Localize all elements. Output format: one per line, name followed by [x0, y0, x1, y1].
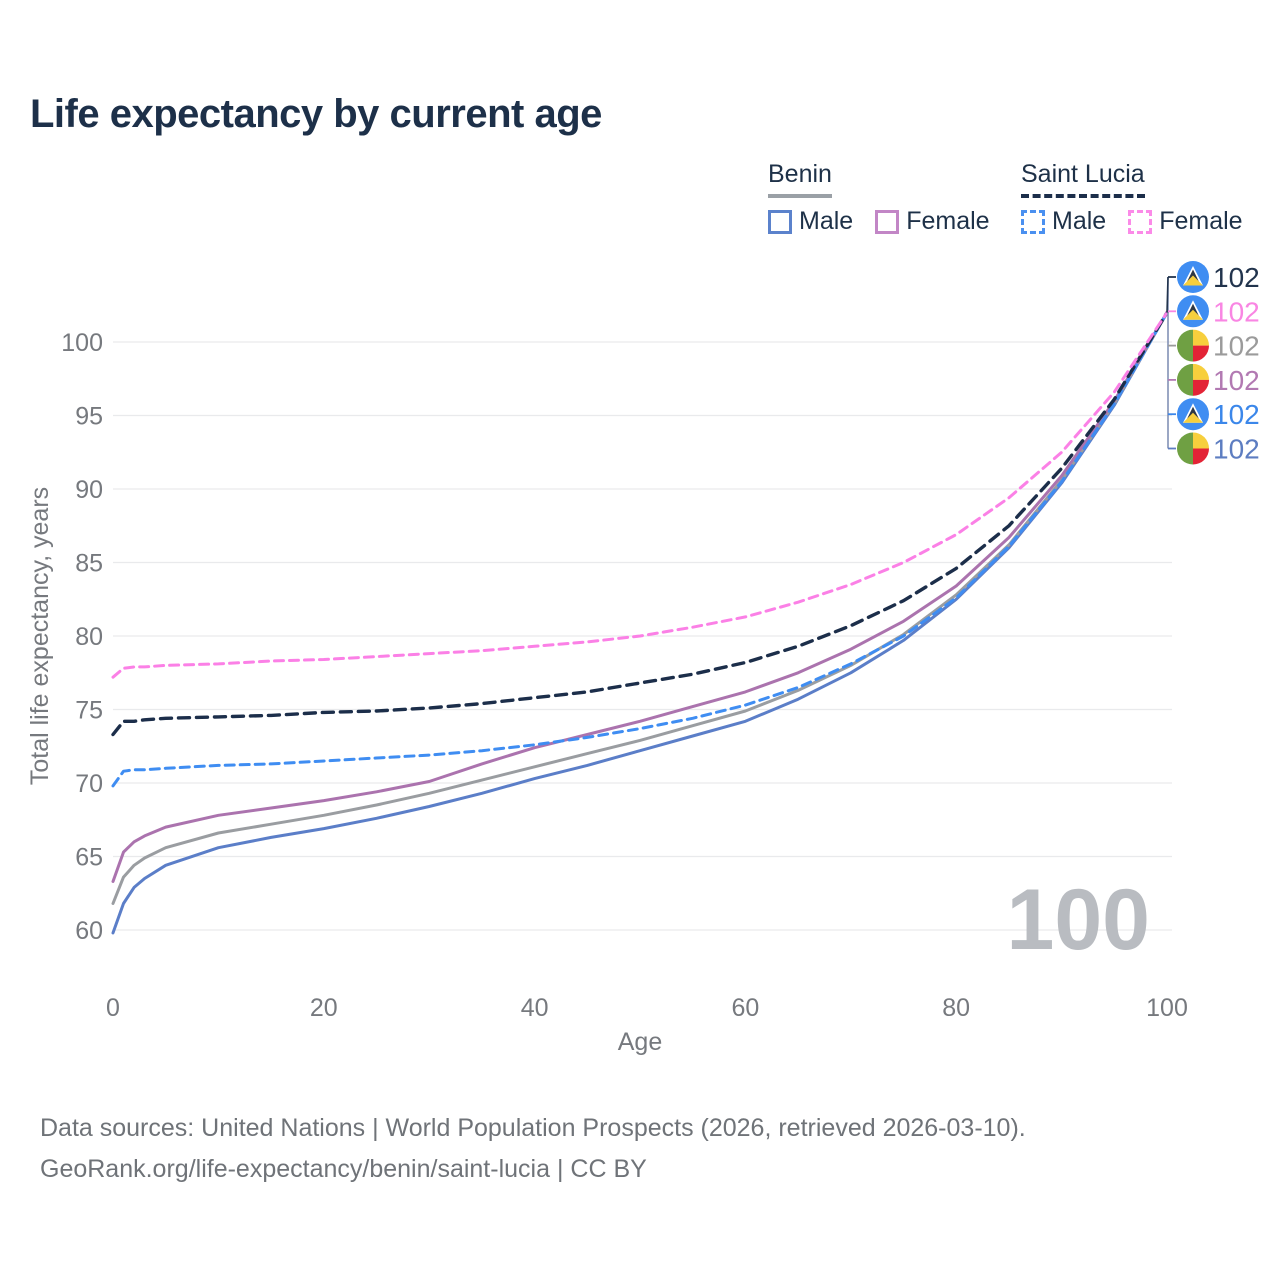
- benin-flag-icon: [1177, 330, 1209, 362]
- page-title: Life expectancy by current age: [30, 92, 602, 136]
- x-tick-label-20: 20: [310, 994, 338, 1022]
- end-label-value-sl_female: 102: [1213, 296, 1260, 327]
- legend-item-benin-male[interactable]: Male: [768, 207, 853, 236]
- legend-group-benin: Benin Male Female: [768, 160, 1012, 236]
- legend-item-benin-female[interactable]: Female: [875, 207, 990, 236]
- legend-item-saint-lucia-female[interactable]: Female: [1128, 207, 1243, 236]
- saint-lucia-male-swatch-icon: [1021, 209, 1045, 234]
- saint-lucia-flag-icon: [1177, 295, 1209, 328]
- x-tick-label-0: 0: [106, 994, 120, 1022]
- data-sources-footer: Data sources: United Nations | World Pop…: [40, 1108, 1026, 1190]
- footer-line-2: GeoRank.org/life-expectancy/benin/saint-…: [40, 1155, 647, 1183]
- legend-item-label: Male: [799, 207, 854, 235]
- legend-item-saint-lucia-male[interactable]: Male: [1021, 207, 1106, 236]
- end-label-bracket-top: [1166, 276, 1169, 313]
- legend-country-benin[interactable]: Benin: [768, 160, 832, 198]
- y-tick-label-75: 75: [75, 697, 103, 725]
- x-tick-label-100: 100: [1146, 994, 1188, 1022]
- y-tick-label-70: 70: [75, 770, 103, 798]
- series-line-sl_total: [111, 310, 1169, 737]
- series-line-benin_male: [111, 311, 1169, 935]
- y-tick-label-65: 65: [75, 844, 103, 872]
- benin-male-swatch-icon: [768, 209, 792, 234]
- x-tick-label-80: 80: [942, 994, 970, 1022]
- series-line-benin_total: [111, 311, 1169, 905]
- current-age-watermark: 100: [1007, 872, 1151, 968]
- y-tick-label-90: 90: [75, 476, 103, 504]
- x-tick-label-40: 40: [521, 994, 549, 1022]
- legend-item-label: Female: [906, 207, 990, 235]
- legend-item-label: Female: [1159, 207, 1243, 235]
- series-line-benin_female: [111, 311, 1169, 883]
- end-label-value-benin_female: 102: [1213, 365, 1260, 396]
- y-tick-label-60: 60: [75, 917, 103, 945]
- series-line-sl_female: [111, 311, 1169, 679]
- series-line-sl_male: [111, 311, 1169, 788]
- saint-lucia-flag-icon: [1177, 398, 1209, 431]
- saint-lucia-female-swatch-icon: [1128, 209, 1153, 234]
- end-label-value-benin_total: 102: [1213, 331, 1260, 362]
- y-tick-label-80: 80: [75, 623, 103, 651]
- footer-line-1: Data sources: United Nations | World Pop…: [40, 1114, 1026, 1142]
- benin-female-swatch-icon: [875, 209, 900, 234]
- x-axis-title: Age: [618, 1028, 662, 1056]
- legend-country-saint-lucia[interactable]: Saint Lucia: [1021, 160, 1145, 198]
- legend-group-saint-lucia: Saint Lucia Male Female: [1021, 160, 1265, 236]
- y-tick-label-95: 95: [75, 403, 103, 431]
- y-tick-label-85: 85: [75, 550, 103, 578]
- end-label-value-sl_male: 102: [1213, 399, 1260, 430]
- legend-item-label: Male: [1052, 207, 1107, 235]
- benin-flag-icon: [1177, 433, 1209, 465]
- benin-flag-icon: [1177, 364, 1209, 396]
- end-label-value-benin_male: 102: [1213, 434, 1260, 465]
- saint-lucia-flag-icon: [1177, 261, 1209, 293]
- y-axis-title: Total life expectancy, years: [26, 487, 54, 785]
- y-tick-label-100: 100: [61, 329, 103, 357]
- end-label-value-sl_total: 102: [1213, 262, 1260, 293]
- x-tick-label-60: 60: [731, 994, 759, 1022]
